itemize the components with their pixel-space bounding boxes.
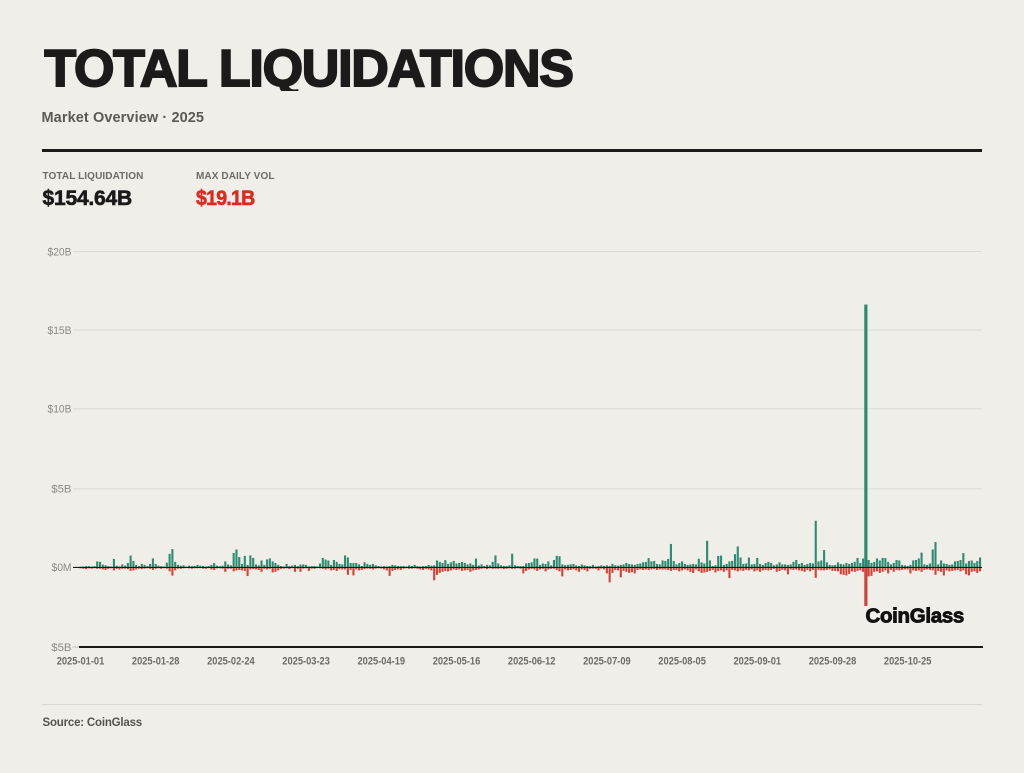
svg-text:2025-06-12: 2025-06-12 <box>508 656 556 668</box>
svg-text:2025-07-09: 2025-07-09 <box>583 656 631 668</box>
svg-text:2025-04-19: 2025-04-19 <box>358 656 406 668</box>
svg-text:$15B: $15B <box>48 325 72 337</box>
svg-text:2025-03-23: 2025-03-23 <box>282 656 330 668</box>
svg-text:2025-08-05: 2025-08-05 <box>658 656 706 668</box>
svg-text:$0M: $0M <box>52 562 72 574</box>
svg-text:$5B: $5B <box>51 484 71 496</box>
svg-text:$5B: $5B <box>51 642 71 654</box>
svg-text:2025-09-28: 2025-09-28 <box>809 656 857 668</box>
svg-text:2025-09-01: 2025-09-01 <box>734 656 782 668</box>
svg-text:2025-01-01: 2025-01-01 <box>57 656 105 668</box>
svg-text:2025-02-24: 2025-02-24 <box>207 656 255 668</box>
svg-text:$10B: $10B <box>48 404 72 416</box>
svg-text:2025-05-16: 2025-05-16 <box>433 656 481 668</box>
svg-text:$20B: $20B <box>48 246 72 258</box>
svg-text:2025-10-25: 2025-10-25 <box>884 656 932 668</box>
svg-text:2025-01-28: 2025-01-28 <box>132 656 180 668</box>
svg-text:CoinGlass: CoinGlass <box>866 604 965 627</box>
